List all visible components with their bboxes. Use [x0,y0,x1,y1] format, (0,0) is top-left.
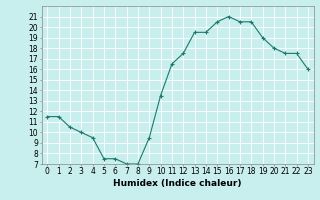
X-axis label: Humidex (Indice chaleur): Humidex (Indice chaleur) [113,179,242,188]
